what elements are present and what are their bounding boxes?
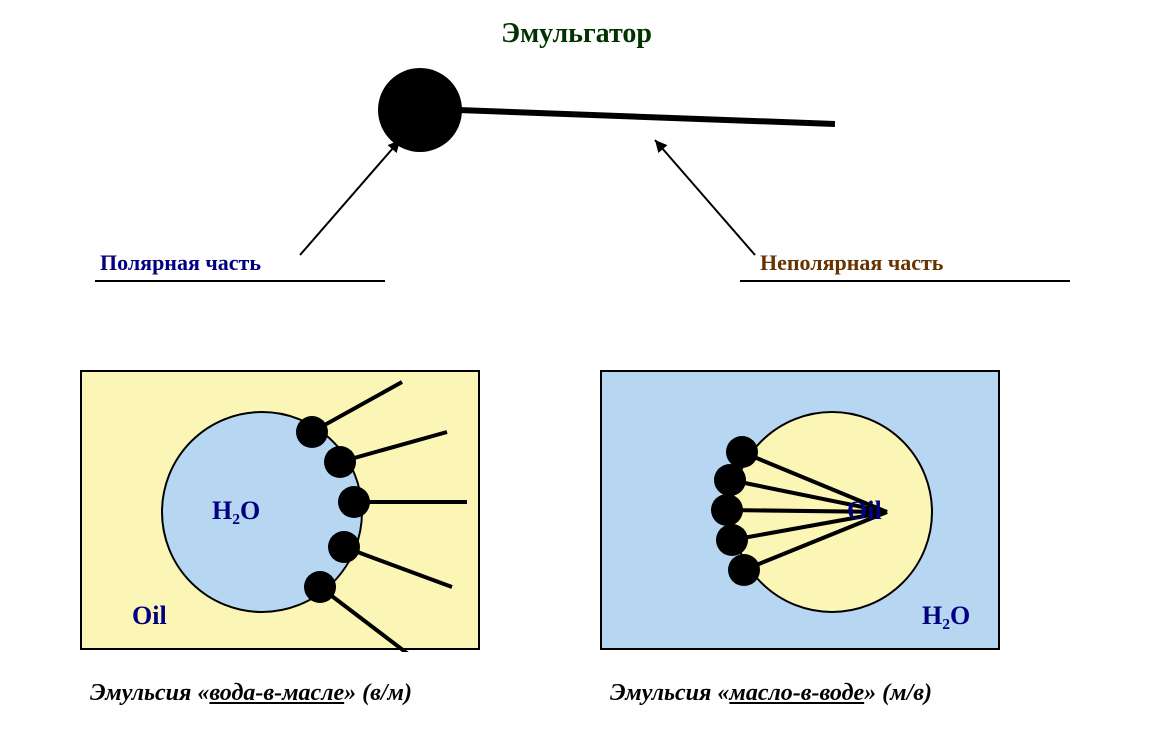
nonpolar-label: Неполярная часть: [760, 250, 943, 276]
emulsion-ow-box: Oil H₂O: [600, 370, 1000, 650]
molecule-tail: [458, 110, 835, 124]
surfactant-head: [714, 464, 746, 496]
left-arrow-line: [300, 140, 400, 255]
surfactant-head: [728, 554, 760, 586]
caption-prefix: Эмульсия «: [610, 680, 729, 706]
emulsion-wo-box: H₂O Oil: [80, 370, 480, 650]
caption-water-in-oil: Эмульсия «вода-в-масле» (в/м): [90, 680, 412, 707]
caption-underlined: вода-в-масле: [209, 680, 344, 706]
caption-suffix: » (м/в): [864, 680, 932, 706]
surfactant-tail: [320, 587, 412, 652]
caption-underlined: масло-в-воде: [729, 680, 864, 706]
caption-suffix: » (в/м): [344, 680, 412, 706]
droplet-label-oil: Oil: [847, 496, 882, 526]
medium-label-h2o: H₂O: [922, 601, 970, 631]
polar-underline: [95, 280, 385, 282]
surfactant-head: [304, 571, 336, 603]
caption-oil-in-water: Эмульсия «масло-в-воде» (м/в): [610, 680, 932, 707]
surfactant-head: [726, 436, 758, 468]
surfactant-head: [711, 494, 743, 526]
surfactant-head: [716, 524, 748, 556]
nonpolar-underline: [740, 280, 1070, 282]
surfactant-head: [328, 531, 360, 563]
surfactant-tail: [340, 432, 447, 462]
droplet-label-h2o: H₂O: [212, 496, 260, 526]
surfactant-tail: [344, 547, 452, 587]
polar-label: Полярная часть: [100, 250, 261, 276]
right-arrow-line: [655, 140, 755, 255]
surfactant-head: [324, 446, 356, 478]
molecule-head: [378, 68, 462, 152]
surfactant-head: [296, 416, 328, 448]
medium-label-oil: Oil: [132, 601, 167, 631]
caption-prefix: Эмульсия «: [90, 680, 209, 706]
surfactant-head: [338, 486, 370, 518]
